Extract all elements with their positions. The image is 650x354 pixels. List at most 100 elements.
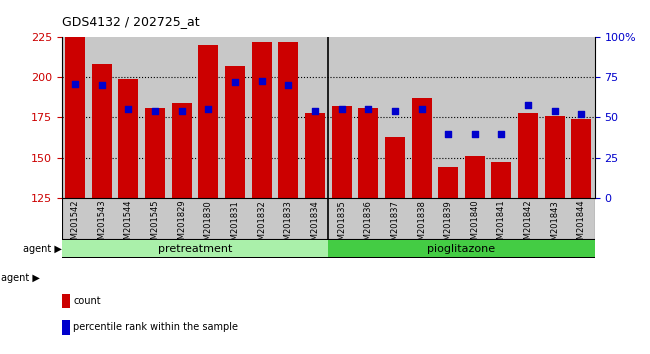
- Text: GSM201838: GSM201838: [417, 200, 426, 251]
- Point: [177, 108, 187, 114]
- Bar: [62, 198, 88, 239]
- Point: [497, 131, 507, 136]
- Point: [417, 107, 427, 112]
- Bar: [92, 64, 112, 198]
- Bar: [88, 37, 115, 198]
- Bar: [252, 42, 272, 198]
- Bar: [438, 167, 458, 198]
- Point: [523, 102, 533, 108]
- Bar: [278, 42, 298, 198]
- Text: GDS4132 / 202725_at: GDS4132 / 202725_at: [62, 15, 200, 28]
- Point: [337, 107, 347, 112]
- Text: GSM201833: GSM201833: [284, 200, 292, 251]
- FancyBboxPatch shape: [328, 240, 595, 257]
- Bar: [465, 156, 485, 198]
- Bar: [382, 37, 408, 198]
- Bar: [515, 37, 541, 198]
- Text: pretreatment: pretreatment: [158, 244, 232, 253]
- Bar: [115, 37, 142, 198]
- Text: agent ▶: agent ▶: [1, 273, 40, 283]
- Bar: [408, 37, 435, 198]
- Bar: [168, 37, 195, 198]
- Bar: [145, 108, 165, 198]
- Bar: [541, 198, 568, 239]
- Bar: [515, 198, 541, 239]
- Bar: [435, 37, 462, 198]
- Text: GSM201837: GSM201837: [391, 200, 399, 251]
- Bar: [115, 198, 142, 239]
- Bar: [545, 116, 565, 198]
- Bar: [491, 162, 512, 198]
- Bar: [118, 79, 138, 198]
- Text: GSM201829: GSM201829: [177, 200, 186, 250]
- Text: GSM201842: GSM201842: [524, 200, 532, 250]
- Text: GSM201834: GSM201834: [311, 200, 319, 251]
- Text: GSM201542: GSM201542: [71, 200, 79, 250]
- Bar: [518, 113, 538, 198]
- Text: agent ▶: agent ▶: [23, 244, 62, 253]
- Point: [256, 78, 267, 83]
- Bar: [248, 37, 275, 198]
- Bar: [568, 37, 595, 198]
- Bar: [435, 198, 462, 239]
- Text: GSM201841: GSM201841: [497, 200, 506, 250]
- Bar: [305, 113, 325, 198]
- Bar: [172, 103, 192, 198]
- Bar: [195, 198, 222, 239]
- Text: GSM201545: GSM201545: [151, 200, 159, 250]
- Text: GSM201844: GSM201844: [577, 200, 586, 250]
- Bar: [65, 37, 85, 198]
- Text: GSM201835: GSM201835: [337, 200, 346, 251]
- Text: GSM201839: GSM201839: [444, 200, 452, 251]
- Text: GSM201832: GSM201832: [257, 200, 266, 251]
- Bar: [382, 198, 408, 239]
- FancyBboxPatch shape: [62, 240, 328, 257]
- Text: GSM201830: GSM201830: [204, 200, 213, 251]
- Text: GSM201836: GSM201836: [364, 200, 372, 251]
- Bar: [571, 119, 592, 198]
- Bar: [328, 37, 355, 198]
- Bar: [142, 37, 168, 198]
- Bar: [355, 198, 382, 239]
- Bar: [488, 37, 515, 198]
- Point: [150, 108, 161, 114]
- Bar: [88, 198, 115, 239]
- Bar: [408, 198, 435, 239]
- Text: GSM201543: GSM201543: [98, 200, 106, 250]
- Text: GSM201840: GSM201840: [471, 200, 479, 250]
- Bar: [302, 37, 328, 198]
- Point: [124, 107, 134, 112]
- Text: GSM201843: GSM201843: [551, 200, 559, 251]
- Bar: [488, 198, 515, 239]
- Point: [70, 81, 81, 87]
- Point: [96, 82, 107, 88]
- Bar: [222, 37, 248, 198]
- Point: [363, 107, 373, 112]
- Point: [390, 108, 400, 114]
- Point: [577, 112, 587, 117]
- Text: GSM201831: GSM201831: [231, 200, 239, 251]
- Point: [203, 107, 213, 112]
- Bar: [568, 198, 595, 239]
- Bar: [195, 37, 222, 198]
- Bar: [168, 198, 195, 239]
- Bar: [328, 198, 355, 239]
- Bar: [198, 45, 218, 198]
- Text: GSM201544: GSM201544: [124, 200, 133, 250]
- Bar: [462, 37, 488, 198]
- Bar: [275, 198, 302, 239]
- Bar: [248, 198, 275, 239]
- Bar: [225, 66, 245, 198]
- Point: [469, 131, 480, 136]
- Bar: [222, 198, 248, 239]
- Text: percentile rank within the sample: percentile rank within the sample: [73, 322, 239, 332]
- Point: [443, 131, 454, 136]
- Point: [550, 108, 560, 114]
- Bar: [385, 137, 405, 198]
- Bar: [541, 37, 568, 198]
- Bar: [142, 198, 168, 239]
- Point: [283, 82, 294, 88]
- Bar: [275, 37, 302, 198]
- Bar: [358, 108, 378, 198]
- Bar: [462, 198, 488, 239]
